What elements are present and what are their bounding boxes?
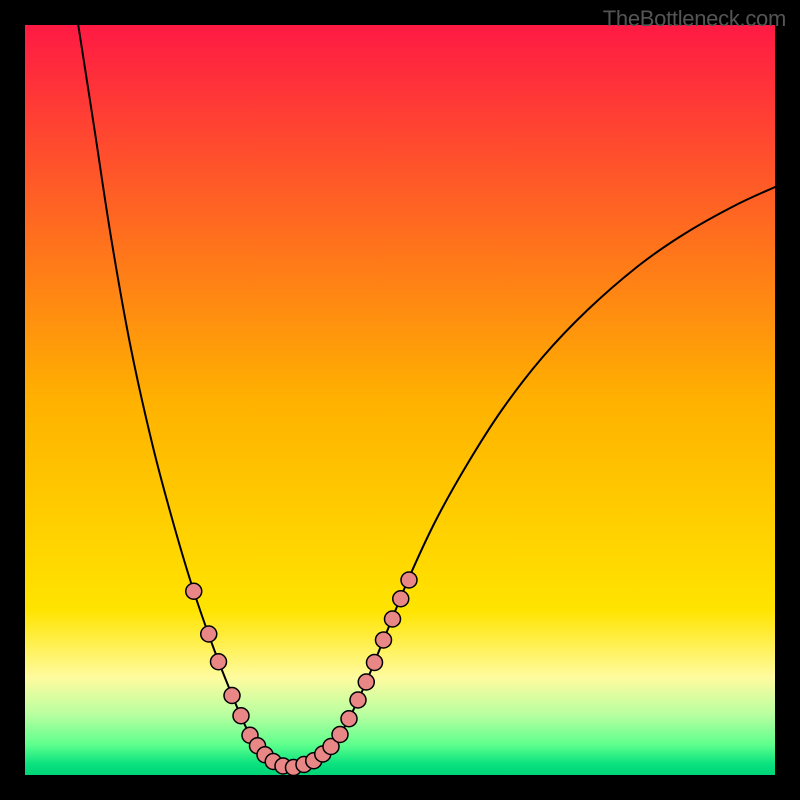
data-marker: [186, 583, 202, 599]
data-marker: [358, 674, 374, 690]
data-marker: [233, 708, 249, 724]
chart-background: [25, 25, 775, 775]
data-marker: [350, 692, 366, 708]
chart-frame: TheBottleneck.com: [0, 0, 800, 800]
data-marker: [332, 727, 348, 743]
data-marker: [224, 688, 240, 704]
watermark-text: TheBottleneck.com: [603, 6, 786, 32]
data-marker: [211, 654, 227, 670]
data-marker: [401, 572, 417, 588]
chart-plot: [25, 25, 775, 775]
data-marker: [385, 611, 401, 627]
data-marker: [201, 626, 217, 642]
data-marker: [341, 711, 357, 727]
data-marker: [376, 632, 392, 648]
data-marker: [393, 591, 409, 607]
data-marker: [367, 655, 383, 671]
